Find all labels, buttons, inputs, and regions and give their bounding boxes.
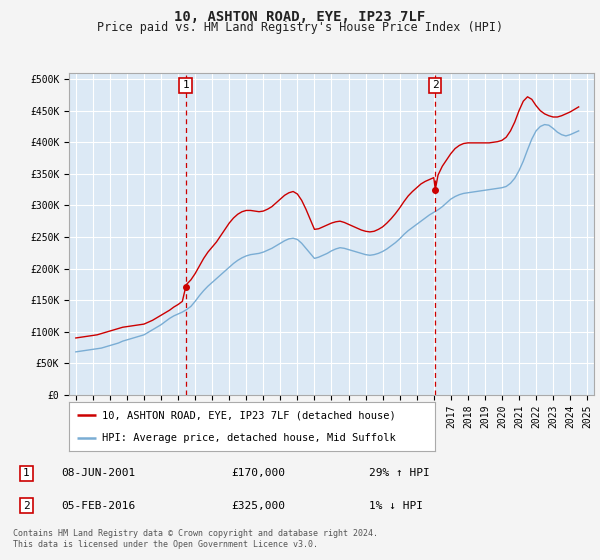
Text: 10, ASHTON ROAD, EYE, IP23 7LF: 10, ASHTON ROAD, EYE, IP23 7LF bbox=[175, 10, 425, 24]
Text: HPI: Average price, detached house, Mid Suffolk: HPI: Average price, detached house, Mid … bbox=[102, 433, 395, 444]
Text: 29% ↑ HPI: 29% ↑ HPI bbox=[369, 468, 430, 478]
Text: 1: 1 bbox=[23, 468, 30, 478]
Text: 05-FEB-2016: 05-FEB-2016 bbox=[61, 501, 135, 511]
Text: 2: 2 bbox=[23, 501, 30, 511]
Text: 10, ASHTON ROAD, EYE, IP23 7LF (detached house): 10, ASHTON ROAD, EYE, IP23 7LF (detached… bbox=[102, 410, 395, 421]
Text: Price paid vs. HM Land Registry's House Price Index (HPI): Price paid vs. HM Land Registry's House … bbox=[97, 21, 503, 34]
Text: £325,000: £325,000 bbox=[231, 501, 285, 511]
Text: 08-JUN-2001: 08-JUN-2001 bbox=[61, 468, 135, 478]
Text: 1% ↓ HPI: 1% ↓ HPI bbox=[369, 501, 423, 511]
Text: 1: 1 bbox=[182, 81, 189, 90]
Text: 2: 2 bbox=[432, 81, 439, 90]
Text: Contains HM Land Registry data © Crown copyright and database right 2024.
This d: Contains HM Land Registry data © Crown c… bbox=[13, 529, 378, 549]
Text: £170,000: £170,000 bbox=[231, 468, 285, 478]
